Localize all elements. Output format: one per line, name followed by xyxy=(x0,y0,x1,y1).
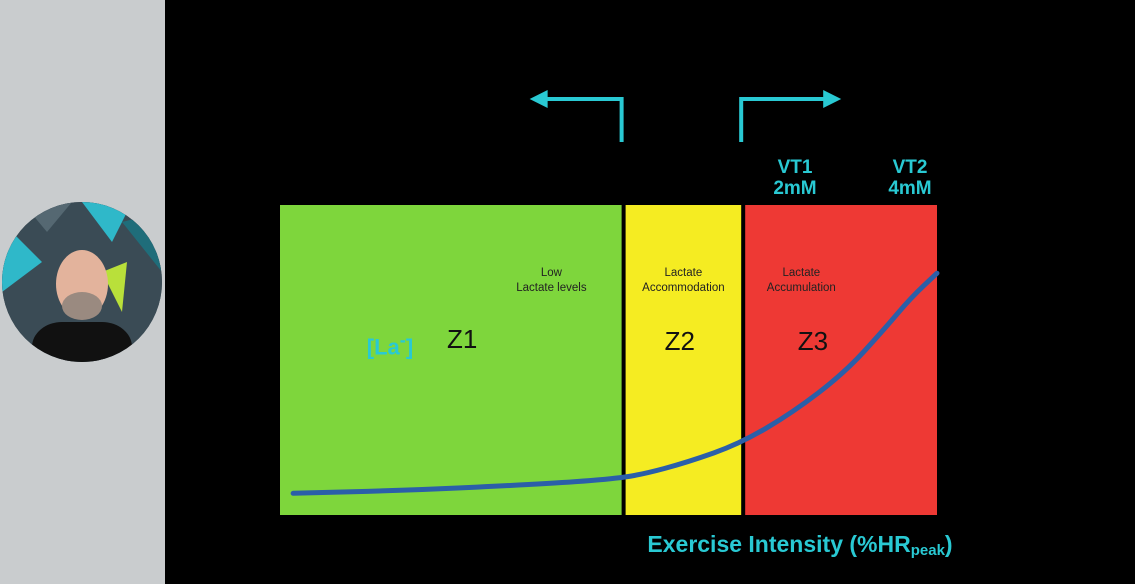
x-axis-label-text: Exercise Intensity (%HR xyxy=(647,531,911,557)
webcam-image xyxy=(2,202,162,362)
y-axis-label-close: ] xyxy=(405,334,414,360)
y-axis-label-superscript: - xyxy=(399,329,406,350)
vt1-label: VT1 2mM xyxy=(740,157,850,200)
zone-description-line: Low xyxy=(540,267,562,279)
vt2-arrow-line xyxy=(739,97,828,142)
zone-z2-band xyxy=(623,205,744,515)
zone-description-line: Lactate xyxy=(664,267,703,279)
vt1-name: VT1 xyxy=(777,157,813,178)
zone-z2-description: Lactate Accommodation xyxy=(623,266,743,296)
vt2-label: VT2 4mM xyxy=(855,157,965,200)
y-axis-label-text: [La xyxy=(366,334,400,360)
zone-z1-description: Low Lactate levels xyxy=(491,266,611,296)
zone-z3-description: Lactate Accumulation xyxy=(741,266,861,296)
vt1-arrow-head xyxy=(529,90,548,108)
vt2-value: 4mM xyxy=(888,177,932,199)
lactate-zone-chart xyxy=(280,90,940,515)
threshold-arrows xyxy=(529,90,842,142)
zones-layer xyxy=(280,205,937,515)
presenter-sidebar xyxy=(0,0,165,584)
lactate-curve-layer xyxy=(290,270,940,496)
x-axis-label-subscript: peak xyxy=(910,542,945,559)
vt2-name: VT2 xyxy=(892,157,928,178)
zone-description-line: Lactate levels xyxy=(516,281,587,294)
zone-z1-label: Z1 xyxy=(446,324,478,354)
lactate-curve-series-0 xyxy=(290,270,940,496)
zone-z3-band xyxy=(743,205,937,515)
x-axis-label-close: ) xyxy=(944,531,953,557)
slide-area: Low Lactate levels Z1 Lactate Accommodation Z… xyxy=(165,0,1135,584)
zone-description-line: Lactate xyxy=(782,267,821,279)
zone-description-line: Accommodation xyxy=(642,281,725,294)
y-axis-label: [La-] xyxy=(345,329,435,360)
zone-z2-label: Z2 xyxy=(664,326,695,356)
vt2-arrow-head xyxy=(823,90,842,108)
zone-z1-band xyxy=(280,205,624,515)
x-axis-label: Exercise Intensity (%HRpeak) xyxy=(445,531,1135,560)
vt1-arrow-line xyxy=(543,97,624,142)
zone-description-line: Accumulation xyxy=(766,281,836,294)
zone-z3-label: Z3 xyxy=(797,326,829,356)
threshold-dividers xyxy=(621,205,746,515)
vt1-value: 2mM xyxy=(773,177,817,199)
presenter-webcam xyxy=(2,202,162,362)
